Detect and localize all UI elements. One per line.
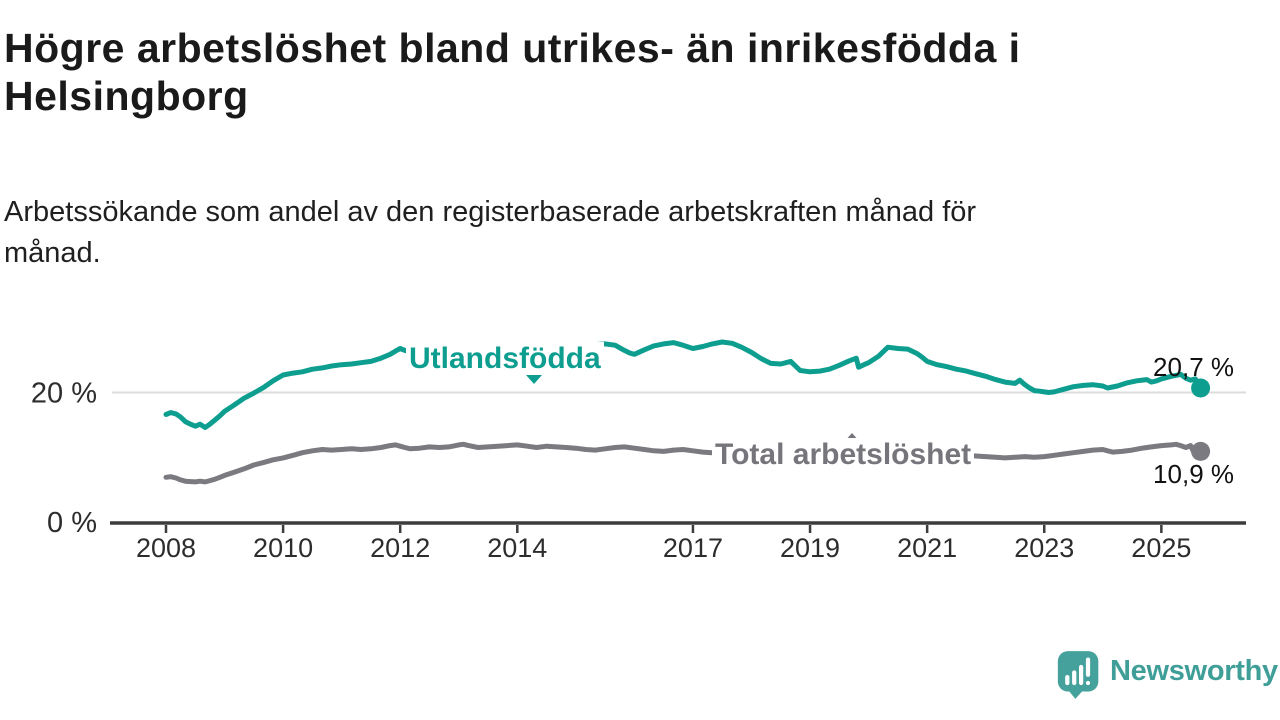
y-axis-tick-label: 0 % <box>47 507 97 539</box>
series-label-utlandsfodda: Utlandsfödda <box>406 342 604 384</box>
series-label-total: Total arbetslöshet <box>712 433 975 472</box>
brand-footer: Newsworthy <box>1056 648 1278 702</box>
series-end-dot-utlandsfodda <box>1191 378 1211 398</box>
x-axis-tick-label: 2021 <box>897 533 957 563</box>
series-label-text: Total arbetslöshet <box>712 438 975 471</box>
x-axis-tick-label: 2017 <box>663 533 723 563</box>
x-axis-tick-label: 2023 <box>1014 533 1074 563</box>
end-value-label-utlandsfodda: 20,7 % <box>1153 352 1234 382</box>
pointer-triangle-up-icon <box>844 433 860 442</box>
brand-name: Newsworthy <box>1110 654 1278 687</box>
x-axis-tick-label: 2010 <box>253 533 313 563</box>
series-line-total <box>163 441 1204 485</box>
end-value-label-total: 10,9 % <box>1153 459 1234 489</box>
pointer-triangle-down-icon <box>526 375 542 384</box>
x-axis-tick-label: 2025 <box>1131 533 1191 563</box>
newsworthy-logo-icon <box>1057 651 1099 699</box>
x-axis-tick-label: 2008 <box>136 533 196 563</box>
series-end-dot-total <box>1191 441 1211 461</box>
series-label-text: Utlandsfödda <box>406 342 604 375</box>
series-line-utlandsfodda <box>163 339 1204 430</box>
x-axis-tick-label: 2019 <box>780 533 840 563</box>
x-axis-tick-label: 2012 <box>370 533 430 563</box>
x-axis-tick-label: 2014 <box>487 533 547 563</box>
y-axis-tick-label: 20 % <box>31 378 97 410</box>
chart-subtitle: Arbetssökande som andel av den registerb… <box>4 196 977 270</box>
chart-title: Högre arbetslöshet bland utrikes- än inr… <box>4 25 1021 120</box>
